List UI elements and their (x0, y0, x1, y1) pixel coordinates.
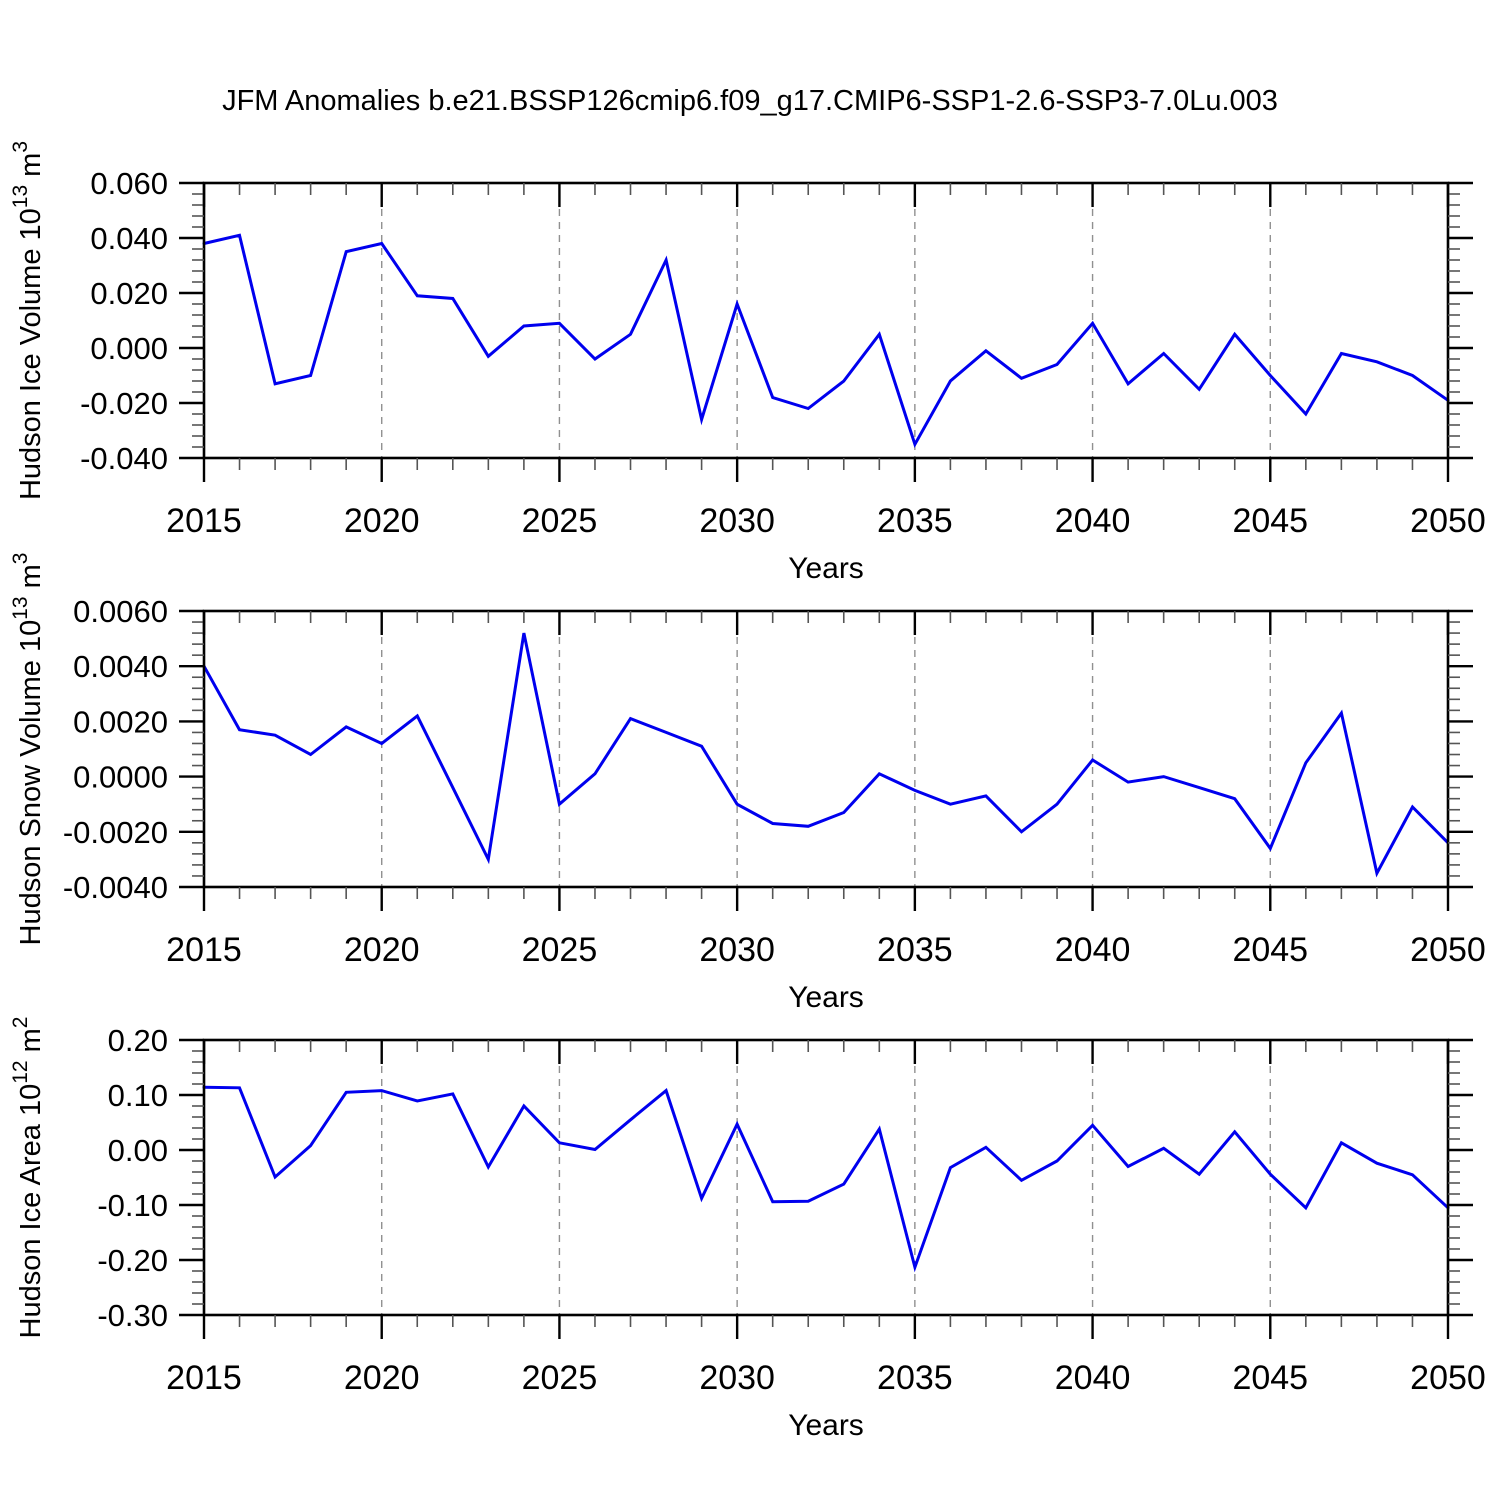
chart-1: 0.060 0.040 0.020 0.000 -0.020 -0.040 2015 2020… (9, 141, 1486, 585)
y-tick-label: 0.0060 (73, 594, 168, 629)
x-tick-label: 2015 (166, 1359, 242, 1397)
y-tick-label: 0.020 (90, 276, 168, 311)
plot-frame (202, 181, 1450, 460)
x-tick-label: 2040 (1055, 502, 1131, 540)
x-tick-label: 2015 (166, 502, 242, 540)
chart-2: 0.0060 0.0040 0.0020 0.0000 -0.0020 -0.0040 20… (9, 553, 1486, 1014)
y-tick-label: 0.0040 (73, 649, 168, 684)
x-tick-label: 2020 (344, 502, 420, 540)
x-tick-label: 2035 (877, 931, 953, 969)
x-tick-label: 2050 (1410, 931, 1486, 969)
x-tick-label: 2030 (699, 1359, 775, 1397)
y-tick-label: 0.040 (90, 221, 168, 256)
y-tick-label: 0.0000 (73, 760, 168, 795)
x-tick-label: 2045 (1232, 502, 1308, 540)
x-tick-label: 2025 (522, 1359, 598, 1397)
x-tick-label: 2035 (877, 502, 953, 540)
data-line-snow-volume (202, 632, 1450, 878)
x-axis-title: Years (788, 1409, 864, 1442)
y-tick-label: 0.00 (108, 1133, 168, 1168)
x-tick-label: 2025 (522, 502, 598, 540)
plot-frame (202, 609, 1450, 889)
data-line-ice-volume (202, 233, 1450, 449)
x-axis-title: Years (788, 552, 864, 585)
y-tick-label: 0.10 (108, 1078, 168, 1113)
y-tick-label: 0.0020 (73, 704, 168, 739)
y-tick-label: 0.20 (108, 1023, 168, 1058)
figure-title: JFM Anomalies b.e21.BSSP126cmip6.f09_g17… (222, 85, 1278, 117)
x-tick-label: 2050 (1410, 502, 1486, 540)
x-tick-label: 2035 (877, 1359, 953, 1397)
x-tick-label: 2020 (344, 931, 420, 969)
x-tick-label: 2045 (1232, 931, 1308, 969)
x-tick-label: 2040 (1055, 931, 1131, 969)
x-tick-label: 2015 (166, 931, 242, 969)
y-tick-label: 0.060 (90, 166, 168, 201)
y-tick-label: -0.0040 (63, 870, 168, 905)
y-tick-label: -0.0020 (63, 815, 168, 850)
y-axis-title: Hudson Snow Volume 1013 m3 (9, 553, 47, 946)
charts-group: 0.060 0.040 0.020 0.000 -0.020 -0.040 2015 2020… (9, 141, 1486, 1442)
y-axis-title: Hudson Ice Area 1012 m2 (9, 1017, 47, 1339)
x-tick-label: 2025 (522, 931, 598, 969)
x-tick-label: 2030 (699, 931, 775, 969)
x-axis-title: Years (788, 981, 864, 1014)
chart-3: 0.20 0.10 0.00 -0.10 -0.20 -0.30 2015 2020 2025 2… (9, 1017, 1486, 1443)
y-tick-label: -0.30 (97, 1298, 168, 1333)
plot-frame (202, 1038, 1450, 1317)
y-tick-label: -0.20 (97, 1243, 168, 1278)
y-axis-title: Hudson Ice Volume 1013 m3 (9, 141, 47, 500)
y-tick-label: -0.10 (97, 1188, 168, 1223)
x-tick-label: 2040 (1055, 1359, 1131, 1397)
x-tick-label: 2020 (344, 1359, 420, 1397)
y-tick-label: -0.040 (80, 441, 168, 476)
x-tick-label: 2030 (699, 502, 775, 540)
y-tick-label: 0.000 (90, 331, 168, 366)
y-tick-label: -0.020 (80, 386, 168, 421)
data-line-ice-area (202, 1085, 1450, 1273)
x-tick-label: 2045 (1232, 1359, 1308, 1397)
x-tick-label: 2050 (1410, 1359, 1486, 1397)
